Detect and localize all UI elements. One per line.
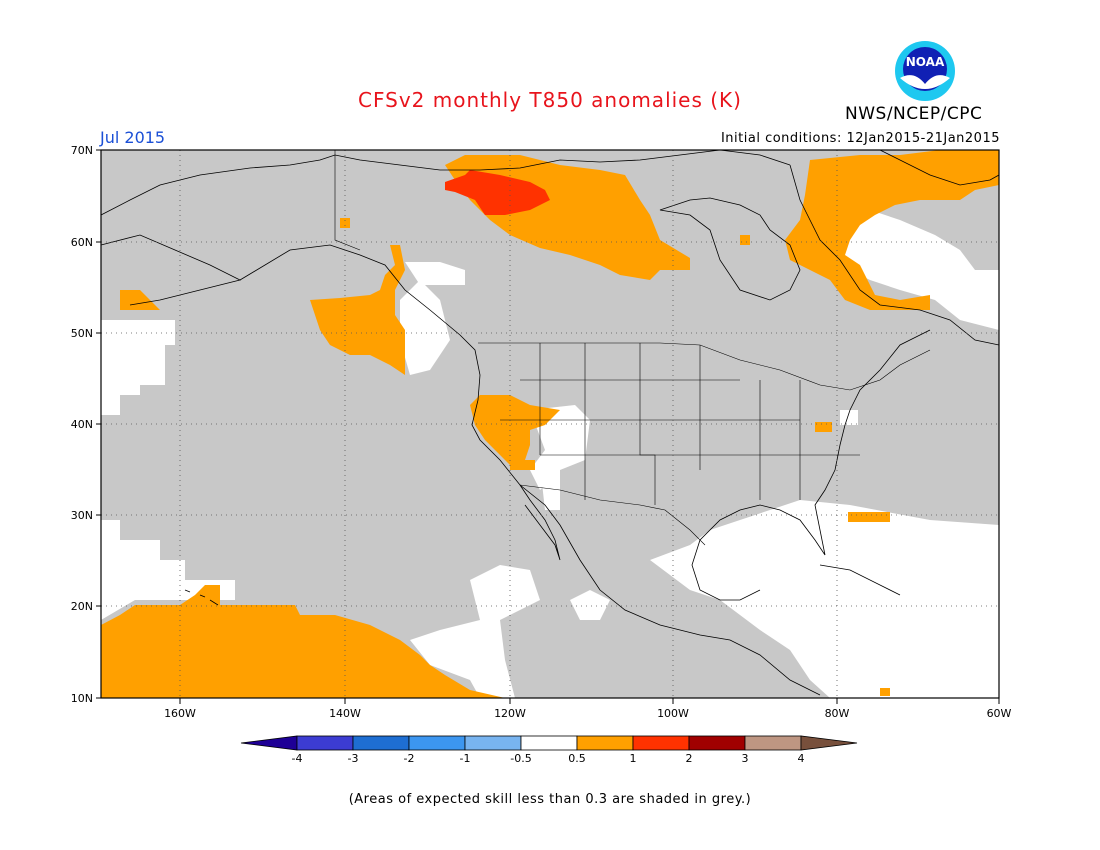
legend-label: 0.5 (568, 752, 586, 765)
legend-swatch (520, 735, 578, 751)
lat-label: 20N (71, 600, 93, 613)
footnote: (Areas of expected skill less than 0.3 a… (348, 792, 752, 807)
map-title: CFSv2 monthly T850 anomalies (K) (358, 88, 742, 112)
legend-swatch (296, 735, 354, 751)
lat-label: 70N (71, 144, 93, 157)
legend-swatch (688, 735, 746, 751)
anomaly-1-2-region (445, 170, 550, 215)
legend-label: -0.5 (510, 752, 531, 765)
logo-text: NOAA (906, 55, 945, 69)
legend-arrow-high (800, 735, 858, 751)
legend-label: 3 (742, 752, 749, 765)
lon-label: 120W (494, 707, 526, 720)
legend-label: -4 (292, 752, 303, 765)
initial-conditions: Initial conditions: 12Jan2015-21Jan2015 (720, 131, 1000, 146)
legend-arrow-low (240, 735, 298, 751)
legend-swatch (352, 735, 410, 751)
white-regions (101, 210, 999, 698)
lat-label: 10N (71, 692, 93, 705)
legend-label: 1 (630, 752, 637, 765)
organization-label: NWS/NCEP/CPC (845, 104, 983, 124)
lon-label: 100W (657, 707, 689, 720)
legend-label: 2 (686, 752, 693, 765)
lon-label: 60W (987, 707, 1012, 720)
lat-label: 30N (71, 509, 93, 522)
legend-swatch (744, 735, 802, 751)
political-borders (334, 150, 931, 546)
legend-label: -3 (348, 752, 359, 765)
lon-label: 160W (164, 707, 196, 720)
legend-swatch (632, 735, 690, 751)
lat-label: 60N (71, 236, 93, 249)
legend-labels: -4 -3 -2 -1 -0.5 0.5 1 2 3 4 (292, 752, 805, 765)
coastlines (100, 149, 1000, 696)
lat-label: 50N (71, 327, 93, 340)
latitude-labels: 70N 60N 50N 40N 30N 20N 10N (71, 144, 93, 705)
color-legend (240, 735, 858, 751)
noaa-logo-icon: NOAA (895, 41, 955, 101)
legend-swatch (576, 735, 634, 751)
legend-label: -1 (460, 752, 471, 765)
forecast-month: Jul 2015 (100, 128, 166, 147)
longitude-labels: 160W 140W 120W 100W 80W 60W (164, 707, 1011, 720)
lon-label: 140W (329, 707, 361, 720)
lat-label: 40N (71, 418, 93, 431)
legend-label: 4 (798, 752, 805, 765)
legend-swatch (464, 735, 522, 751)
legend-swatch (408, 735, 466, 751)
map-ticks (96, 149, 1000, 704)
legend-label: -2 (404, 752, 415, 765)
lon-label: 80W (825, 707, 850, 720)
